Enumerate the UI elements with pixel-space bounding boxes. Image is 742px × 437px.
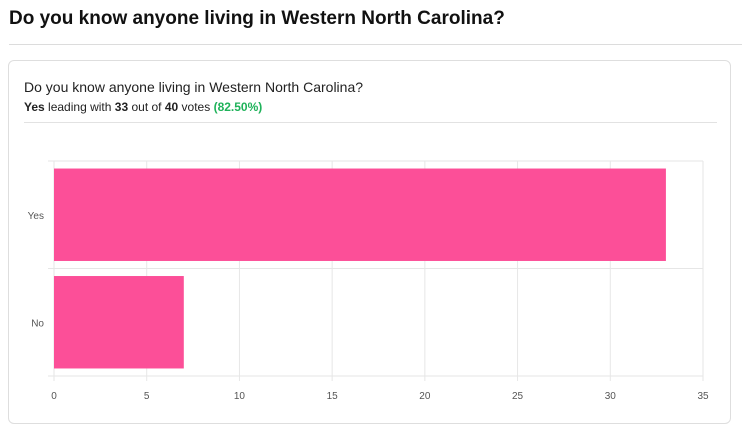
x-tick-label: 25 — [512, 391, 524, 402]
y-tick-label: Yes — [28, 211, 44, 222]
percent-text: (82.50%) — [213, 100, 263, 114]
x-tick-label: 0 — [51, 391, 57, 402]
card-divider — [24, 122, 717, 123]
leader-label: Yes — [24, 100, 45, 114]
bar-yes — [54, 168, 666, 261]
title-divider — [9, 44, 742, 45]
votes-text: votes — [181, 100, 211, 114]
leader-votes: 33 — [114, 100, 129, 114]
x-tick-label: 10 — [234, 391, 246, 402]
x-tick-label: 5 — [144, 391, 150, 402]
leading-text: leading with — [48, 100, 112, 114]
page-title: Do you know anyone living in Western Nor… — [9, 8, 505, 29]
total-votes: 40 — [164, 100, 179, 114]
out-of-text: out of — [131, 100, 162, 114]
x-tick-label: 15 — [327, 391, 339, 402]
y-tick-label: No — [31, 318, 44, 329]
bar-no — [54, 276, 184, 369]
poll-summary: Yes leading with 33 out of 40 votes (82.… — [24, 100, 262, 114]
poll-question: Do you know anyone living in Western Nor… — [24, 79, 364, 95]
x-tick-label: 35 — [697, 391, 709, 402]
x-tick-label: 30 — [605, 391, 617, 402]
x-tick-label: 20 — [419, 391, 431, 402]
